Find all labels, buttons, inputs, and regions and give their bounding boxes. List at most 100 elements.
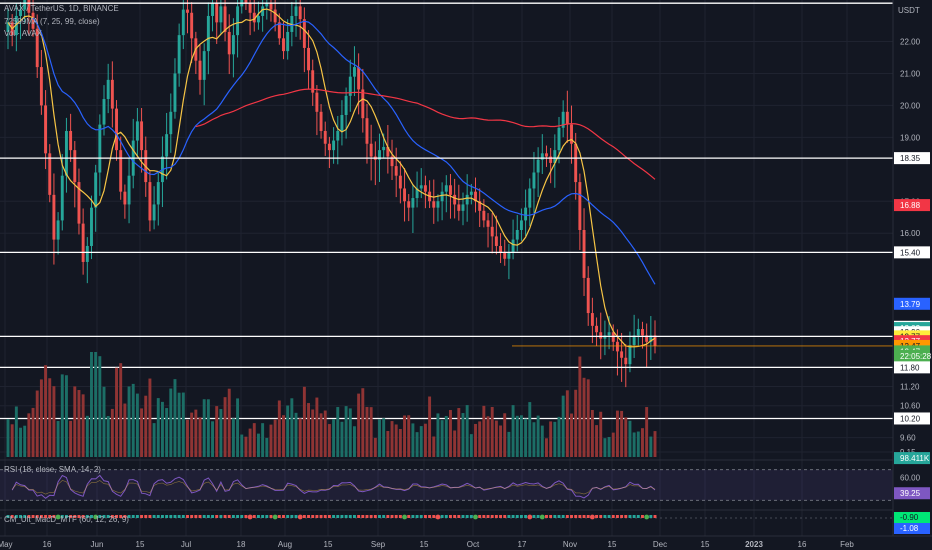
volume-bar bbox=[553, 421, 557, 457]
macd-histogram-bar bbox=[607, 515, 611, 518]
candle-body bbox=[641, 329, 644, 336]
time-tick-label: Oct bbox=[467, 540, 480, 549]
volume-bar bbox=[532, 422, 536, 457]
volume-bar bbox=[582, 377, 586, 457]
macd-histogram-bar bbox=[44, 515, 48, 518]
volume-bar bbox=[352, 426, 356, 457]
volume-bar bbox=[336, 407, 340, 457]
candle-body bbox=[407, 201, 411, 208]
macd-histogram-bar bbox=[27, 515, 31, 518]
volume-bar bbox=[386, 430, 390, 457]
candle-body bbox=[202, 51, 206, 80]
candle-body bbox=[645, 335, 649, 342]
volume-bar bbox=[645, 407, 649, 457]
macd-histogram-bar bbox=[398, 515, 402, 518]
macd-histogram-bar bbox=[106, 515, 110, 518]
candle-body bbox=[27, 0, 31, 13]
price-tag-label: 18.35 bbox=[900, 154, 921, 163]
macd-histogram-bar bbox=[156, 515, 160, 518]
ma99-line bbox=[195, 88, 656, 180]
volume-bar bbox=[135, 393, 139, 457]
macd-cross-dot bbox=[402, 514, 407, 520]
candle-body bbox=[478, 201, 482, 211]
macd-histogram-bar bbox=[653, 515, 657, 518]
macd-cross-dot bbox=[527, 514, 533, 520]
candle-body bbox=[453, 194, 457, 205]
macd-histogram-bar bbox=[486, 515, 490, 518]
volume-bar bbox=[14, 406, 18, 457]
volume-bar bbox=[190, 412, 194, 457]
time-tick-label: Sep bbox=[371, 540, 386, 549]
candle-body bbox=[123, 191, 127, 205]
volume-bar bbox=[240, 434, 244, 457]
macd-histogram-bar bbox=[373, 515, 377, 518]
macd-histogram-bar bbox=[110, 515, 114, 518]
price-tag-label: 98.411K bbox=[900, 454, 930, 463]
candle-body bbox=[44, 105, 48, 154]
macd-cross-dot bbox=[473, 514, 478, 520]
macd-histogram-bar bbox=[119, 515, 123, 518]
volume-bar bbox=[173, 379, 177, 457]
macd-histogram-bar bbox=[31, 515, 35, 518]
candle-body bbox=[398, 175, 402, 189]
candle-body bbox=[449, 185, 452, 195]
volume-bar bbox=[94, 352, 98, 457]
macd-histogram-bar bbox=[190, 515, 194, 518]
candle-body bbox=[432, 201, 436, 208]
candle-body bbox=[494, 236, 498, 246]
volume-bar bbox=[85, 415, 89, 457]
macd-value-box bbox=[894, 512, 930, 523]
volume-bar bbox=[290, 398, 294, 457]
volume-bar bbox=[390, 421, 394, 457]
candle-body bbox=[620, 351, 624, 358]
volume-bar bbox=[528, 402, 532, 457]
macd-signal-box bbox=[894, 523, 930, 534]
candle-body bbox=[90, 207, 93, 246]
time-tick-label: Jul bbox=[181, 540, 191, 549]
volume-bar bbox=[607, 436, 611, 457]
macd-histogram-bar bbox=[169, 515, 173, 518]
macd-histogram-bar bbox=[557, 515, 561, 518]
volume-bar bbox=[449, 410, 452, 457]
volume-bar bbox=[599, 411, 603, 457]
volume-bar bbox=[273, 419, 277, 457]
candle-body bbox=[348, 76, 352, 96]
candle-body bbox=[231, 35, 235, 55]
price-tag-box bbox=[894, 412, 930, 425]
macd-histogram-bar bbox=[198, 515, 202, 518]
candle-body bbox=[135, 121, 139, 141]
macd-histogram-bar bbox=[215, 515, 219, 518]
candle-body bbox=[106, 79, 110, 100]
candle-body bbox=[499, 245, 503, 253]
volume-bar bbox=[478, 421, 482, 457]
candle-body bbox=[186, 9, 189, 13]
candle-body bbox=[361, 89, 365, 119]
macd-histogram-bar bbox=[649, 515, 653, 518]
volume-bar bbox=[624, 417, 628, 457]
candle-body bbox=[507, 252, 511, 259]
macd-histogram-bar bbox=[252, 515, 256, 518]
volume-bar bbox=[503, 413, 507, 457]
price-tag-label: 13.79 bbox=[900, 300, 921, 309]
volume-bar bbox=[215, 406, 219, 457]
rsi-value-label: 39.25 bbox=[900, 489, 921, 498]
macd-histogram-bar bbox=[23, 515, 27, 518]
candle-body bbox=[227, 31, 231, 55]
candle-body bbox=[282, 38, 285, 52]
candle-body bbox=[23, 0, 27, 10]
macd-histogram-bar bbox=[524, 515, 528, 518]
macd-histogram-bar bbox=[319, 515, 323, 518]
volume-bar bbox=[620, 410, 624, 457]
candle-body bbox=[599, 332, 603, 339]
macd-histogram-bar bbox=[611, 515, 615, 518]
macd-histogram-bar bbox=[599, 515, 603, 518]
macd-histogram-bar bbox=[507, 515, 511, 518]
volume-bar bbox=[248, 428, 252, 457]
volume-bar bbox=[365, 406, 369, 457]
candle-body bbox=[52, 194, 56, 240]
volume-bar bbox=[252, 423, 256, 457]
macd-histogram-bar bbox=[357, 515, 361, 518]
volume-bar bbox=[123, 403, 127, 457]
volume-bar bbox=[394, 424, 398, 457]
